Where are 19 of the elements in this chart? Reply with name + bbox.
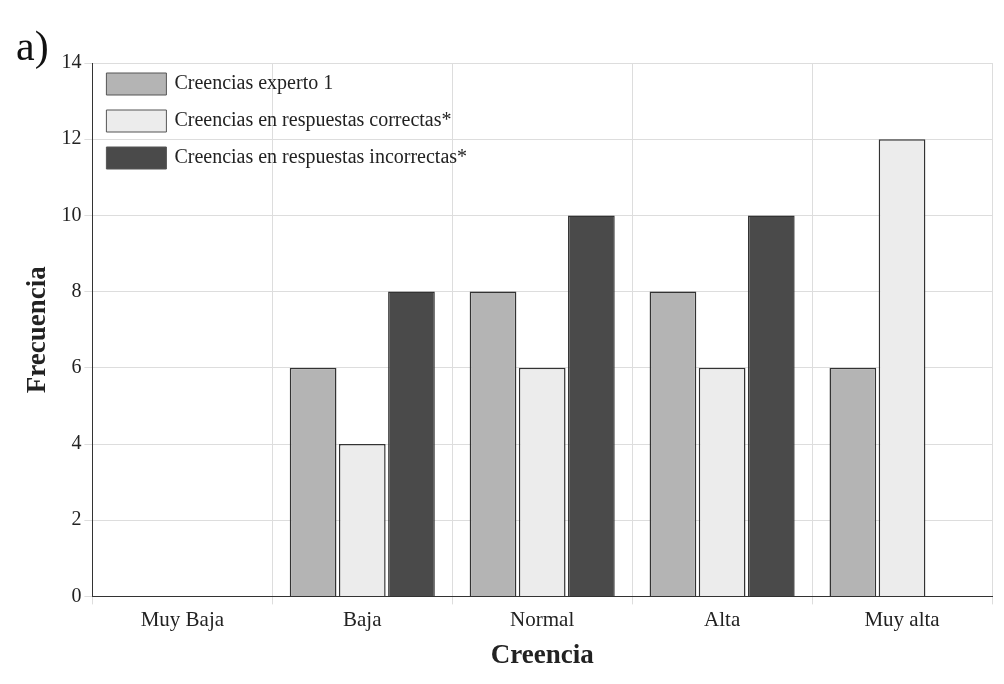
x-axis-title: Creencia (490, 638, 595, 669)
x-tick-label: Normal (510, 606, 575, 631)
y-tick-label: 12 (61, 126, 82, 149)
y-tick-label: 10 (61, 202, 82, 225)
y-tick-label: 6 (71, 355, 82, 378)
legend-label: Creencias experto 1 (174, 71, 334, 95)
legend-label: Creencias en respuestas correctas* (174, 108, 452, 132)
y-tick-label: 8 (71, 278, 82, 301)
legend-label: Creencias en respuestas incorrectas* (174, 145, 468, 169)
x-tick-label: Baja (343, 606, 383, 631)
x-tick-label: Muy alta (864, 606, 941, 631)
x-tick-label: Alta (704, 606, 741, 631)
y-tick-label: 0 (71, 583, 82, 606)
text: a) (16, 23, 49, 71)
y-tick-label: 4 (71, 431, 82, 454)
y-axis-title: Frecuencia (21, 265, 52, 394)
y-tick-label: 2 (71, 507, 82, 530)
y-tick-label: 14 (61, 50, 82, 73)
x-tick-label: Muy Baja (140, 606, 225, 631)
